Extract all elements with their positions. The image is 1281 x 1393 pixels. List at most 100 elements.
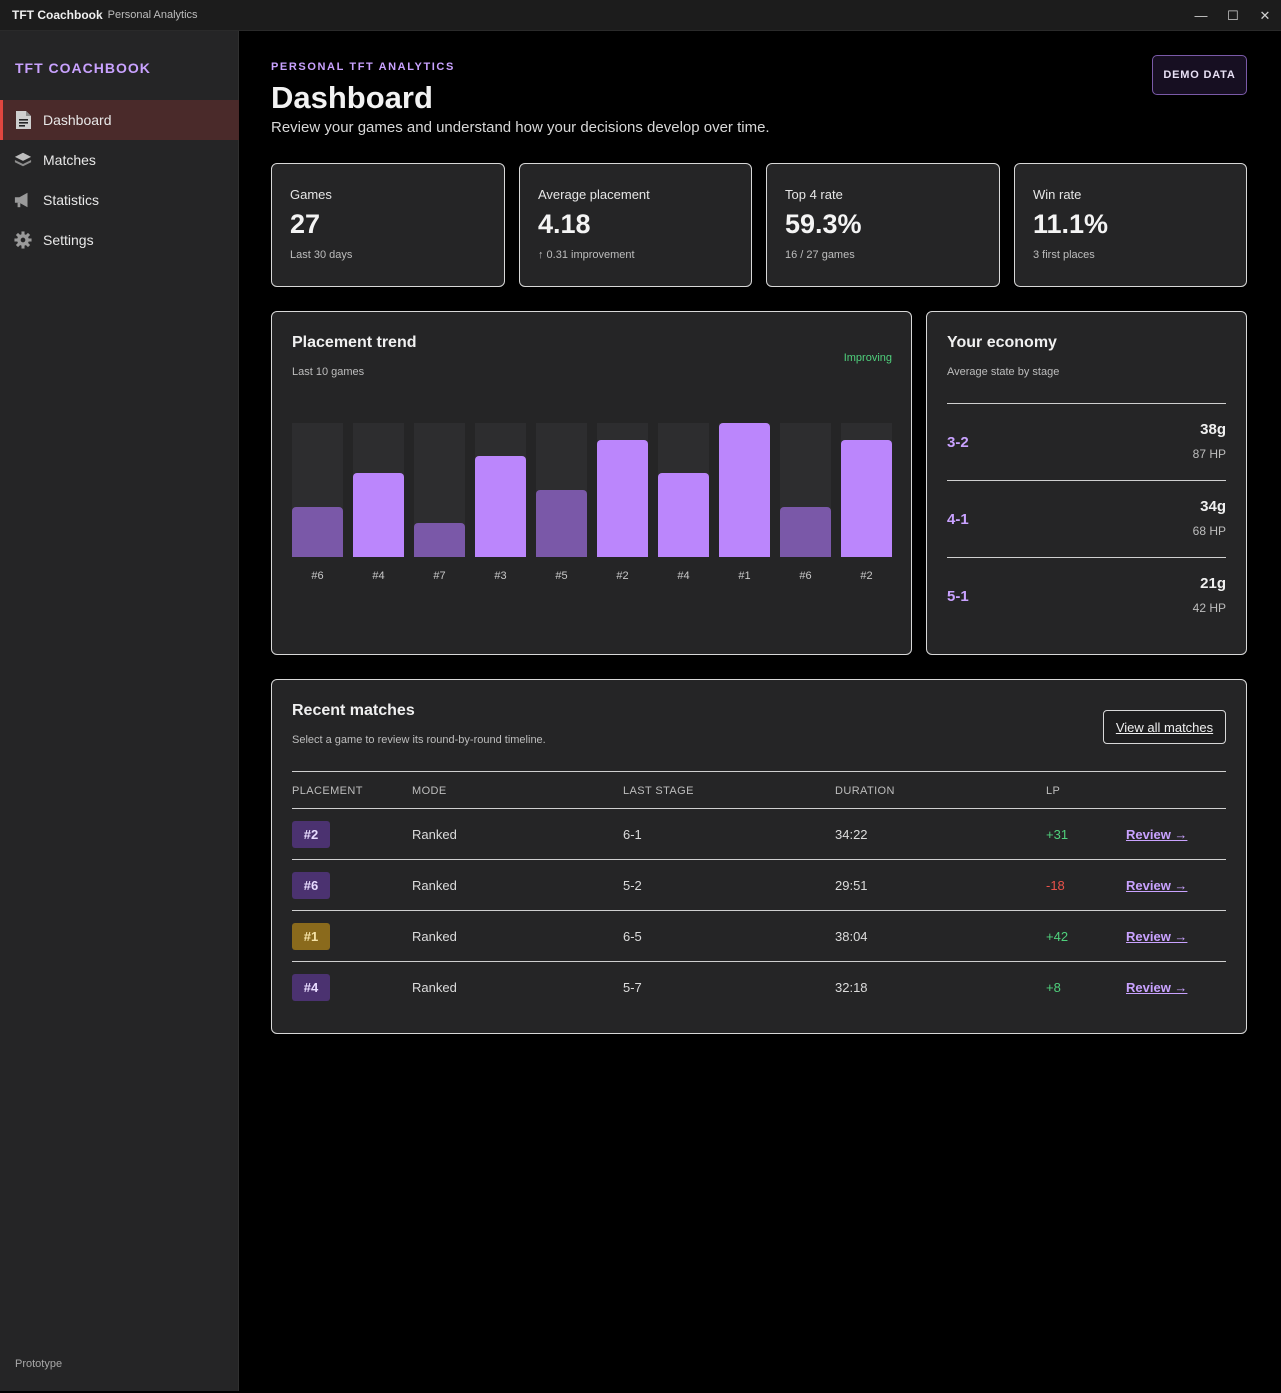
economy-stage: 3-2	[947, 434, 969, 451]
table-body: #2 Ranked 6-1 34:22 +31 Review → #6 Ranked 5-2 29…	[292, 809, 1226, 1013]
placement-bar[interactable]	[841, 440, 892, 557]
bar-track	[658, 423, 709, 557]
match-duration: 32:18	[835, 980, 868, 995]
economy-row: 5-1 21g 42 HP	[947, 557, 1226, 634]
placement-bar[interactable]	[597, 440, 648, 557]
sidebar-item-statistics[interactable]: Statistics	[0, 180, 239, 220]
layers-icon	[14, 151, 32, 169]
match-duration: 38:04	[835, 929, 868, 944]
stat-sub: ↑ 0.31 improvement	[538, 249, 635, 261]
stat-label: Games	[290, 187, 332, 202]
sidebar-nav: Dashboard Matches Statistics Settings	[0, 100, 239, 260]
placement-badge: #4	[292, 974, 330, 1001]
placement-bar[interactable]	[780, 507, 831, 557]
document-icon	[14, 111, 32, 129]
card-subtitle: Last 10 games	[292, 366, 365, 378]
economy-stage: 5-1	[947, 588, 969, 605]
table-row[interactable]: #2 Ranked 6-1 34:22 +31 Review →	[292, 809, 1226, 860]
sidebar-item-label: Matches	[43, 152, 96, 168]
review-link[interactable]: Review →	[1126, 929, 1188, 944]
stat-value: 27	[290, 209, 321, 239]
match-mode: Ranked	[412, 980, 457, 995]
placement-badge: #1	[292, 923, 330, 950]
placement-bar[interactable]	[536, 490, 587, 557]
stat-value: 4.18	[538, 209, 591, 239]
stat-card-games: Games 27 Last 30 days	[271, 163, 505, 287]
bar-track	[475, 423, 526, 557]
match-mode: Ranked	[412, 827, 457, 842]
review-link[interactable]: Review →	[1126, 827, 1188, 842]
economy-hp: 87 HP	[1192, 447, 1226, 461]
window-app-name: TFT Coachbook	[12, 8, 103, 22]
match-last-stage: 6-1	[623, 827, 642, 842]
sidebar-item-dashboard[interactable]: Dashboard	[0, 100, 239, 140]
megaphone-icon	[14, 191, 32, 209]
trend-status: Improving	[843, 352, 892, 364]
table-header: PLACEMENT MODE LAST STAGE DURATION LP	[292, 771, 1226, 809]
bar-track	[841, 423, 892, 557]
match-last-stage: 5-7	[623, 980, 642, 995]
bar-label: #2	[860, 570, 873, 582]
bar-label: #6	[799, 570, 812, 582]
stat-sub: Last 30 days	[290, 249, 353, 261]
bar-label: #4	[677, 570, 690, 582]
match-lp: +42	[1046, 929, 1069, 944]
review-link[interactable]: Review →	[1126, 980, 1188, 995]
bar-label: #6	[311, 570, 324, 582]
match-duration: 29:51	[835, 878, 868, 893]
maximize-icon[interactable]: ☐	[1227, 7, 1239, 23]
page-subtitle: Review your games and understand how you…	[271, 119, 770, 136]
economy-row: 3-2 38g 87 HP	[947, 403, 1226, 480]
table-row[interactable]: #6 Ranked 5-2 29:51 -18 Review →	[292, 860, 1226, 911]
placement-bar[interactable]	[292, 507, 343, 557]
stat-label: Win rate	[1033, 187, 1082, 202]
recent-matches-card: Recent matches Select a game to review i…	[271, 679, 1247, 1034]
bar-track	[414, 423, 465, 557]
sidebar-item-label: Settings	[43, 232, 94, 248]
build-label: Prototype	[15, 1358, 63, 1370]
placement-bar[interactable]	[658, 473, 709, 557]
close-icon[interactable]: ✕	[1259, 7, 1271, 23]
card-title: Your economy	[947, 334, 1057, 351]
bar-label: #7	[433, 570, 446, 582]
placement-bar[interactable]	[353, 473, 404, 557]
sidebar: TFT COACHBOOK Dashboard Matches Statisti…	[0, 31, 239, 1391]
placement-bar[interactable]	[414, 523, 465, 557]
sidebar-item-matches[interactable]: Matches	[0, 140, 239, 180]
table-row[interactable]: #1 Ranked 6-5 38:04 +42 Review →	[292, 911, 1226, 962]
stat-card-win-rate: Win rate 11.1% 3 first places	[1014, 163, 1247, 287]
stat-sub: 16 / 27 games	[785, 249, 855, 261]
sidebar-item-settings[interactable]: Settings	[0, 220, 239, 260]
match-lp: -18	[1046, 878, 1065, 893]
stat-sub: 3 first places	[1033, 249, 1095, 261]
economy-hp: 42 HP	[1192, 601, 1226, 615]
minimize-icon[interactable]: —	[1194, 8, 1208, 23]
bar-label: #3	[494, 570, 507, 582]
view-all-matches-button[interactable]: View all matches	[1103, 710, 1226, 744]
placement-bar[interactable]	[719, 423, 770, 557]
main-content: PERSONAL TFT ANALYTICS Dashboard Review …	[240, 31, 1281, 1393]
match-lp: +31	[1046, 827, 1069, 842]
gear-icon	[14, 231, 32, 249]
economy-stage: 4-1	[947, 511, 969, 528]
stat-label: Top 4 rate	[785, 187, 843, 202]
match-last-stage: 6-5	[623, 929, 642, 944]
demo-data-button[interactable]: DEMO DATA	[1152, 55, 1247, 95]
card-subtitle: Average state by stage	[947, 366, 1060, 378]
placement-badge: #6	[292, 872, 330, 899]
bar-track	[719, 423, 770, 557]
economy-gold: 34g	[1200, 498, 1226, 515]
table-row[interactable]: #4 Ranked 5-7 32:18 +8 Review →	[292, 962, 1226, 1013]
placement-bar[interactable]	[475, 456, 526, 557]
review-link[interactable]: Review →	[1126, 878, 1188, 893]
matches-table: PLACEMENT MODE LAST STAGE DURATION LP #2…	[292, 771, 1226, 1013]
column-header-placement: PLACEMENT	[292, 785, 363, 797]
bar-track	[597, 423, 648, 557]
bar-track	[536, 423, 587, 557]
column-header-mode: MODE	[412, 785, 447, 797]
column-header-last-stage: LAST STAGE	[623, 785, 694, 797]
brand-logo[interactable]: TFT COACHBOOK	[15, 60, 151, 76]
bar-label: #1	[738, 570, 751, 582]
match-mode: Ranked	[412, 929, 457, 944]
economy-gold: 38g	[1200, 421, 1226, 438]
